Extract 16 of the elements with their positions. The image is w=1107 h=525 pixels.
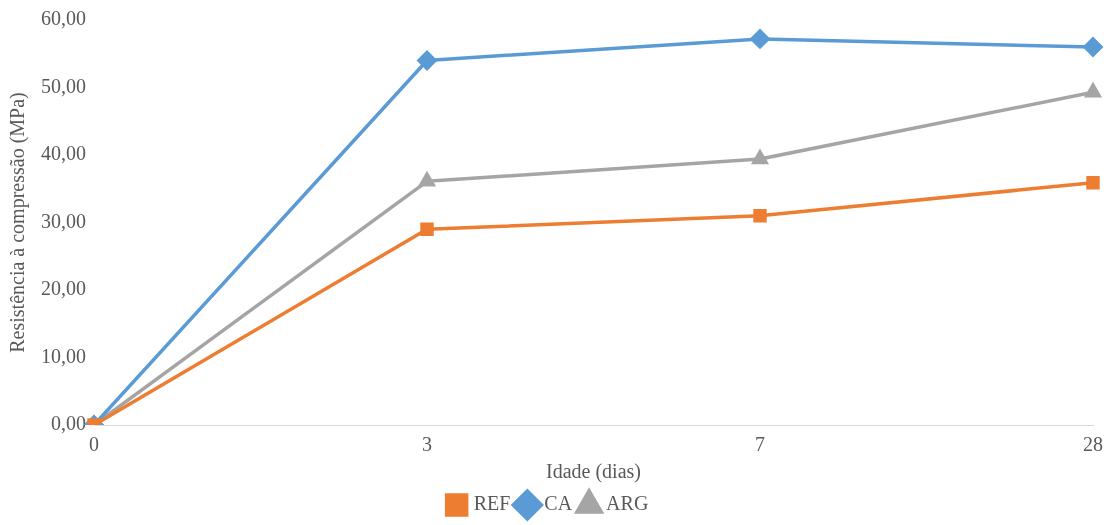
- legend-label: ARG: [606, 492, 649, 515]
- y-tick-label: 30,00: [41, 209, 86, 232]
- y-tick-label: 10,00: [41, 344, 86, 367]
- x-tick-label: 7: [755, 433, 765, 456]
- x-tick-label: 28: [1083, 433, 1103, 456]
- y-axis-title: Resistência à compressão (MPa): [6, 92, 30, 353]
- x-axis-title: Idade (dias): [546, 460, 641, 484]
- y-tick-label: 0,00: [51, 412, 86, 435]
- legend-label: REF: [473, 492, 511, 515]
- y-tick-label: 20,00: [41, 277, 86, 300]
- x-tick-label: 0: [89, 433, 99, 456]
- y-tick-label: 40,00: [41, 142, 86, 165]
- legend-label: CA: [544, 492, 573, 515]
- y-tick-label: 50,00: [41, 74, 86, 97]
- y-tick-label: 60,00: [41, 7, 86, 30]
- x-tick-label: 3: [422, 433, 432, 456]
